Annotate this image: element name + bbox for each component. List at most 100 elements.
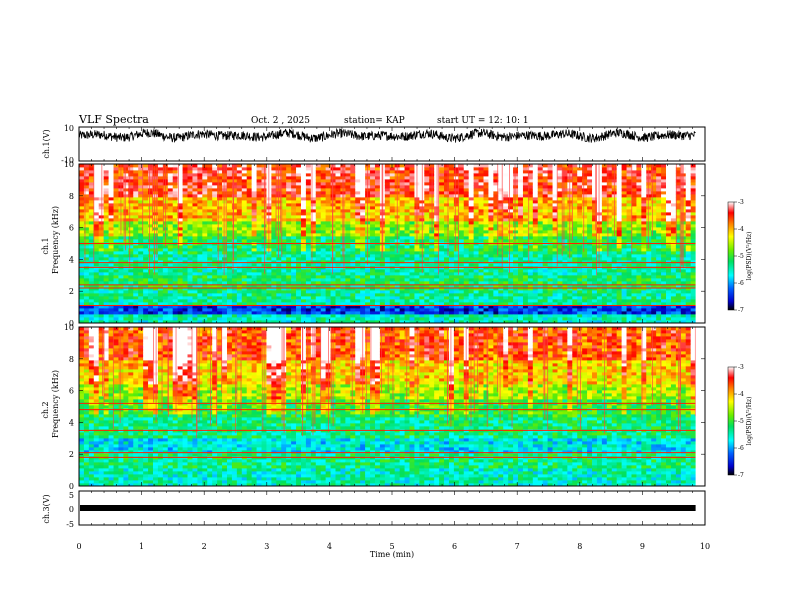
ch1-spectrogram-cell [93,224,100,228]
ch1-spectrogram-cell [315,212,322,216]
ch1-spectrogram-cell [148,284,154,288]
ch1-spectrogram-cell [414,296,420,300]
ch1-spectrogram-cell [483,275,489,279]
ch1-spectrogram-cell [177,308,183,312]
ch1-spectrogram-cell [88,275,95,279]
ch1-spectrogram-cell [103,188,109,192]
ch1-spectrogram-cell [370,251,376,255]
ch1-spectrogram-cell [518,200,524,204]
ch1-spectrogram-cell [266,302,272,306]
ch1-spectrogram-cell [493,224,499,228]
ch1-spectrogram-cell [88,293,95,297]
ch1-spectrogram-cell [473,221,479,225]
ch1-spectrogram-cell [513,296,519,300]
ch1-spectrogram-cell [488,287,494,291]
ch1-spectrogram-cell [468,302,475,306]
ch1-spectrogram-cell [286,257,292,261]
ch1-spectrogram-cell [152,305,159,309]
ch1-spectrogram-cell [157,320,164,324]
ch1-spectrogram-cell [404,224,410,228]
ch1-spectrogram-cell [439,287,445,291]
ch1-spectrogram-cell [207,188,213,192]
ch1-spectrogram-cell [251,176,257,180]
ch1-spectrogram-cell [453,176,460,180]
ch1-spectrogram-cell [197,299,203,303]
ch1-spectrogram-cell [152,290,159,294]
ch1-spectrogram-cell [384,197,391,201]
ch1-spectrogram-cell [468,215,475,219]
ch1-spectrogram-cell [370,206,376,210]
ch1-spectrogram-cell [527,287,534,291]
ch1-spectrogram-cell [251,173,257,177]
ch1-spectrogram-cell [246,287,253,291]
ch1-spectrogram-cell [527,308,534,312]
ch1-spectrogram-cell [246,257,253,261]
ch1-spectrogram-cell [478,272,484,276]
ch1-spectrogram-cell [335,182,341,186]
ch1-spectrogram-cell [157,236,164,240]
ch1-spectrogram-cell [157,245,164,249]
ch1-spectrogram-cell [305,308,312,312]
ch1-spectrogram-cell [345,293,351,297]
ch1-spectrogram-cell [310,200,317,204]
ch1-spectrogram-cell [98,164,105,168]
ch1-spectrogram-cell [291,272,297,276]
ch1-spectrogram-cell [162,260,169,264]
ch1-spectrogram-cell [340,293,346,297]
ch1-spectrogram-cell [123,320,129,324]
ch1-spectrogram-cell [251,197,257,201]
ch1-spectrogram-cell [458,173,465,177]
ch1-spectrogram-cell [108,311,114,315]
ch1-spectrogram-cell [108,185,114,189]
ch1-spectrogram-cell [448,251,455,255]
ch1-spectrogram-cell [207,281,213,285]
ch1-spectrogram-cell [187,293,193,297]
ch1-spectrogram-cell [424,317,430,321]
ch1-spectrogram-cell [217,209,223,213]
ch1-spectrogram-cell [143,191,149,195]
ch1-spectrogram-cell [197,200,203,204]
ch1-spectrogram-cell [409,191,415,195]
ch1-spectrogram-cell [231,239,238,243]
ch1-spectrogram-cell [439,203,445,207]
ch1-spectrogram-cell [222,200,228,204]
ch1-spectrogram-cell [424,299,430,303]
ch1-spectrogram-cell [261,209,267,213]
ch1-spectrogram-cell [513,311,519,315]
ch1-spectrogram-cell [286,197,292,201]
ch1-spectrogram-cell [103,317,109,321]
ch1-spectrogram-cell [271,221,277,225]
ch1-spectrogram-cell [300,296,307,300]
ch1-spectrogram-cell [103,245,109,249]
ch1-spectrogram-cell [88,218,95,222]
ch1-spectrogram-cell [98,212,105,216]
ch1-spectrogram-cell [483,212,489,216]
ch1-spectrogram-cell [315,317,322,321]
ch1-spectrogram-cell [473,272,479,276]
ch1-spectrogram-cell [281,248,287,252]
ch1-spectrogram-cell [231,290,238,294]
ch1-spectrogram-cell [256,248,262,252]
ch1-spectrogram-cell [197,251,203,255]
ch1-spectrogram-cell [167,176,174,180]
ch1-spectrogram-cell [300,194,307,198]
ch1-spectrogram-cell [468,251,475,255]
ch1-spectrogram-cell [370,263,376,267]
ch1-spectrogram-cell [444,230,450,234]
ch1-spectrogram-cell [128,260,134,264]
ch1-spectrogram-cell [113,263,119,267]
ch1-spectrogram-cell [448,311,455,315]
ch1-spectrogram-cell [182,257,188,261]
ch1-spectrogram-cell [453,305,460,309]
ch1-spectrogram-cell [478,284,484,288]
ch1-spectrogram-cell [513,278,519,282]
ch1-spectrogram-cell [148,302,154,306]
ch1-spectrogram-cell [93,311,100,315]
ch1-spectrogram-cell [172,272,179,276]
ch1-spectrogram-cell [241,254,248,258]
ch1-spectrogram-cell [518,284,524,288]
ch1-spectrogram-cell [88,173,95,177]
ch1-spectrogram-cell [300,236,307,240]
ch1-spectrogram-cell [103,299,109,303]
ch1-spectrogram-cell [217,293,223,297]
